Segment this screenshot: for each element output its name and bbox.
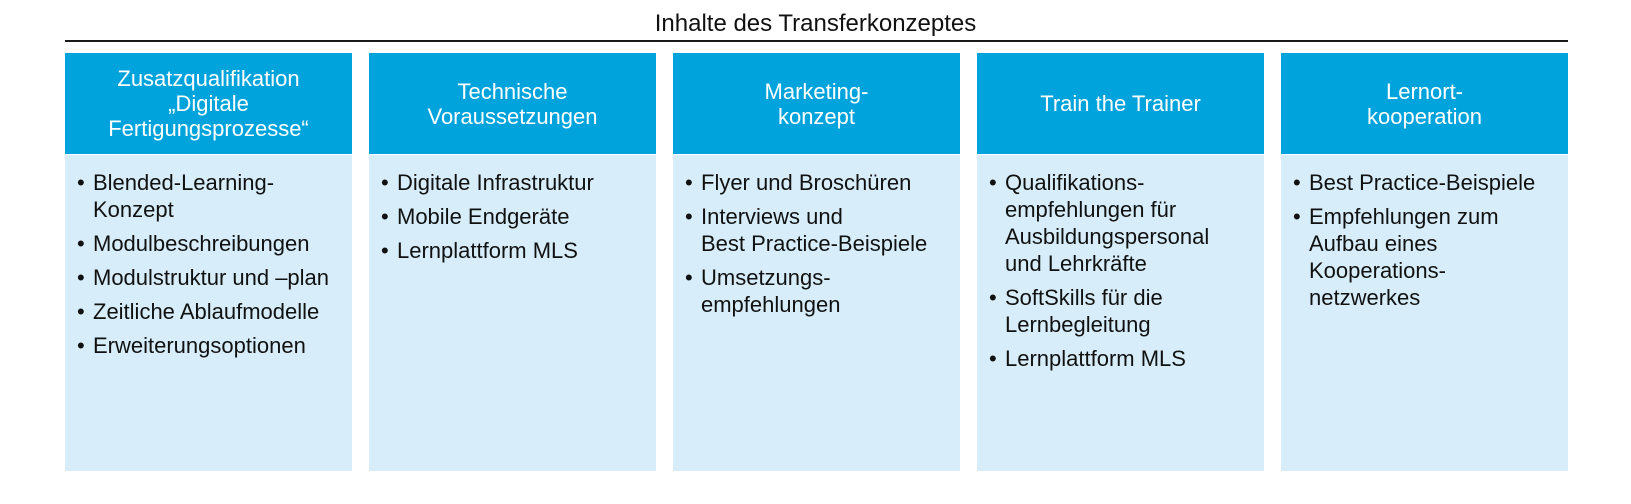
bullet-item: Zeitliche Ablaufmodelle <box>77 298 344 325</box>
column-heading-text: Lernort- kooperation <box>1367 78 1482 129</box>
column-body: Qualifikations- empfehlungen für Ausbild… <box>977 155 1264 471</box>
bullet-item: Interviews und Best Practice-Beispiele <box>685 203 952 257</box>
column-train-the-trainer: Train the Trainer Qualifikations- empfeh… <box>977 53 1264 471</box>
column-body: Flyer und Broschüren Interviews und Best… <box>673 155 960 471</box>
column-zusatzqualifikation: Zusatzqualifikation „Digitale Fertigungs… <box>65 53 352 471</box>
column-heading-text: Marketing- konzept <box>764 78 869 129</box>
bullet-item: SoftSkills für die Lernbegleitung <box>989 284 1256 338</box>
column-heading: Technische Voraussetzungen <box>369 53 656 154</box>
bullet-item: Best Practice-Beispiele <box>1293 169 1560 196</box>
title-rule <box>65 40 1568 42</box>
bullet-item: Empfehlungen zum Aufbau eines Kooperatio… <box>1293 203 1560 311</box>
column-body: Digitale Infrastruktur Mobile Endgeräte … <box>369 155 656 471</box>
column-body: Blended-Learning- Konzept Modulbeschreib… <box>65 155 352 471</box>
column-heading-text: Technische Voraussetzungen <box>427 78 598 129</box>
column-lernortkooperation: Lernort- kooperation Best Practice-Beisp… <box>1281 53 1568 471</box>
column-body: Best Practice-Beispiele Empfehlungen zum… <box>1281 155 1568 471</box>
bullet-item: Lernplattform MLS <box>381 237 648 264</box>
bullet-item: Flyer und Broschüren <box>685 169 952 196</box>
bullet-list: Blended-Learning- Konzept Modulbeschreib… <box>65 155 352 359</box>
column-technische-voraussetzungen: Technische Voraussetzungen Digitale Infr… <box>369 53 656 471</box>
bullet-item: Modulstruktur und –plan <box>77 264 344 291</box>
bullet-list: Flyer und Broschüren Interviews und Best… <box>673 155 960 318</box>
bullet-item: Digitale Infrastruktur <box>381 169 648 196</box>
bullet-item: Qualifikations- empfehlungen für Ausbild… <box>989 169 1256 277</box>
bullet-list: Qualifikations- empfehlungen für Ausbild… <box>977 155 1264 372</box>
bullet-item: Umsetzungs- empfehlungen <box>685 264 952 318</box>
columns-container: Zusatzqualifikation „Digitale Fertigungs… <box>65 53 1568 471</box>
bullet-item: Erweiterungsoptionen <box>77 332 344 359</box>
bullet-item: Lernplattform MLS <box>989 345 1256 372</box>
column-marketingkonzept: Marketing- konzept Flyer und Broschüren … <box>673 53 960 471</box>
bullet-item: Modulbeschreibungen <box>77 230 344 257</box>
column-heading: Lernort- kooperation <box>1281 53 1568 154</box>
column-heading: Zusatzqualifikation „Digitale Fertigungs… <box>65 53 352 154</box>
bullet-item: Blended-Learning- Konzept <box>77 169 344 223</box>
column-heading: Train the Trainer <box>977 53 1264 154</box>
column-heading: Marketing- konzept <box>673 53 960 154</box>
bullet-list: Digitale Infrastruktur Mobile Endgeräte … <box>369 155 656 264</box>
column-heading-text: Zusatzqualifikation „Digitale Fertigungs… <box>108 66 309 141</box>
diagram-title: Inhalte des Transferkonzeptes <box>654 10 977 37</box>
bullet-list: Best Practice-Beispiele Empfehlungen zum… <box>1281 155 1568 311</box>
column-heading-text: Train the Trainer <box>1040 91 1201 116</box>
bullet-item: Mobile Endgeräte <box>381 203 648 230</box>
